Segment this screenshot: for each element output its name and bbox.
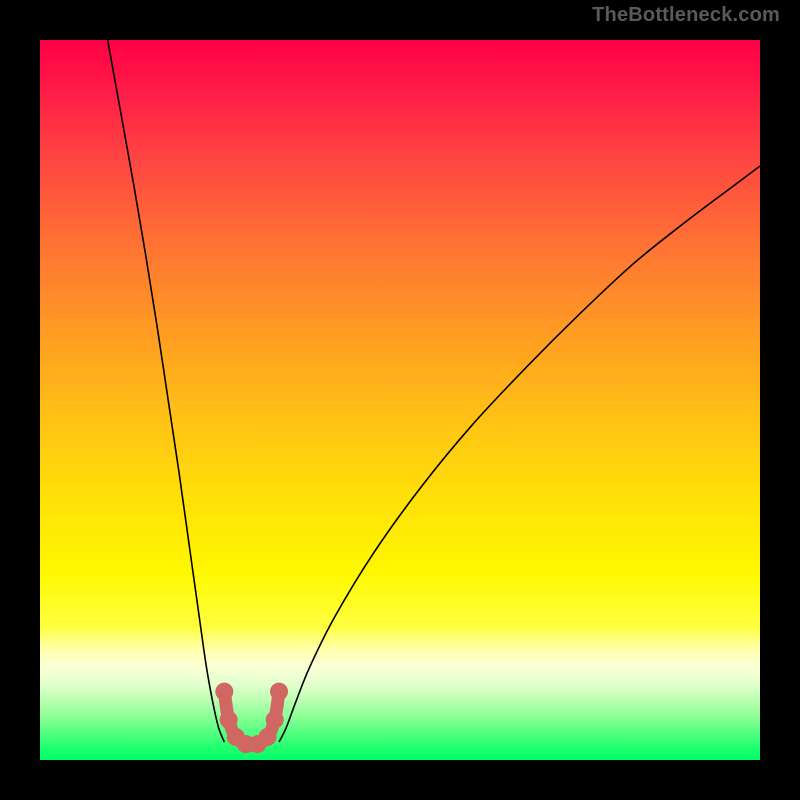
watermark-text: TheBottleneck.com [592, 4, 780, 27]
plot-area [40, 40, 760, 760]
gradient-background [40, 40, 760, 760]
chart-container: TheBottleneck.com [0, 0, 800, 800]
plot-svg [40, 40, 760, 760]
